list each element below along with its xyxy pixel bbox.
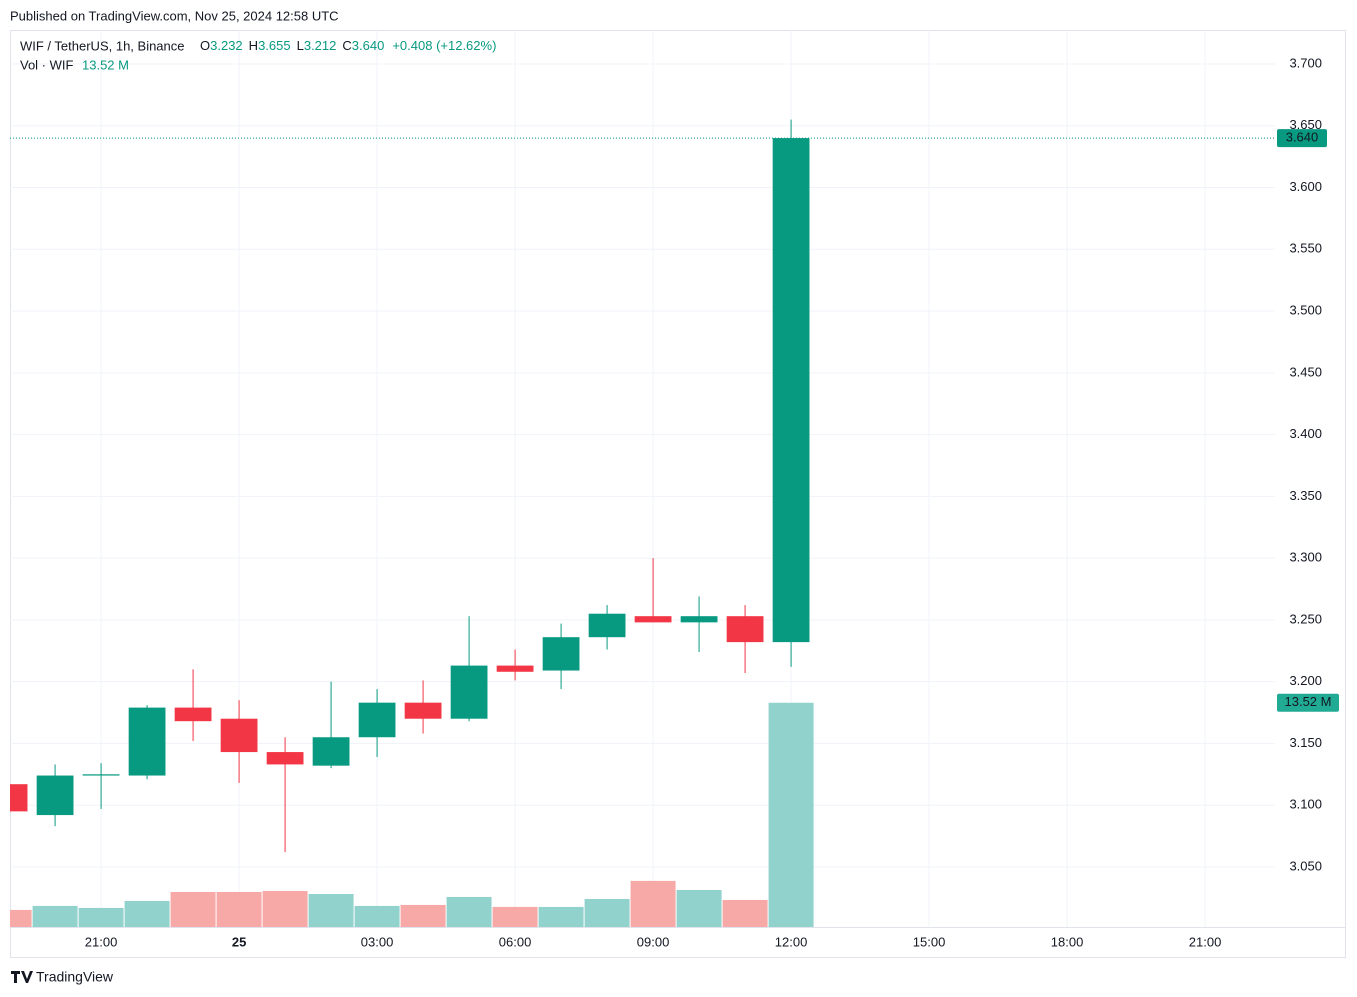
volume-bar: [354, 905, 400, 927]
legend-value: 3.232: [210, 38, 243, 53]
candle-body: [680, 616, 718, 623]
candle-body: [450, 665, 488, 719]
legend-change: +0.408 (+12.62%): [392, 38, 496, 53]
legend-key: C: [342, 38, 351, 53]
volume-bar: [10, 909, 32, 927]
volume-bar: [262, 891, 308, 927]
y-tick-label: 3.350: [1289, 488, 1322, 503]
y-tick-label: 3.700: [1289, 55, 1322, 70]
candle-body: [10, 784, 28, 812]
candle-body: [726, 616, 764, 643]
volume-bar: [400, 904, 446, 927]
candle-body: [772, 138, 810, 643]
y-tick-label: 3.500: [1289, 302, 1322, 317]
volume-bar: [722, 899, 768, 927]
x-tick-label: 12:00: [775, 934, 808, 949]
logo: TradingView: [11, 969, 114, 985]
volume-bar: [32, 905, 78, 927]
x-tick-label: 09:00: [637, 934, 670, 949]
legend-key: O: [200, 38, 210, 53]
candle-body: [266, 752, 304, 765]
volume-bar: [78, 907, 124, 927]
candle-body: [312, 737, 350, 766]
x-tick-label: 25: [232, 934, 246, 949]
volume-title: Vol · WIF: [20, 57, 74, 72]
volume-bar: [308, 893, 354, 927]
y-tick-label: 3.200: [1289, 673, 1322, 688]
published-note: Published on TradingView.com, Nov 25, 20…: [10, 8, 339, 23]
volume-value: 13.52 M: [82, 57, 129, 72]
volume-bar: [584, 898, 630, 927]
candle-body: [542, 637, 580, 671]
x-tick-label: 03:00: [361, 934, 394, 949]
x-tick-label: 06:00: [499, 934, 532, 949]
y-tick-label: 3.050: [1289, 858, 1322, 873]
candle-body: [220, 718, 258, 753]
candle-body: [174, 707, 212, 722]
x-tick-label: 15:00: [913, 934, 946, 949]
y-tick-label: 3.300: [1289, 550, 1322, 565]
candle-body: [634, 616, 672, 623]
chart-frame: [10, 30, 1346, 958]
volume-badge-label: 13.52 M: [1285, 694, 1332, 709]
ohlc-legend: O3.232 H3.655 L3.212 C3.640 +0.408 (+12.62%): [200, 38, 496, 53]
volume-badge: [1277, 693, 1339, 712]
candle-body: [358, 702, 396, 738]
last-price-label: 3.640: [1286, 130, 1319, 145]
volume-bar: [538, 906, 584, 927]
last-price-badge: [1277, 129, 1327, 148]
legend-key: L: [297, 38, 304, 53]
volume-bar: [216, 892, 262, 927]
y-tick-label: 3.250: [1289, 611, 1322, 626]
candle-body: [496, 665, 534, 672]
legend-value: 3.640: [352, 38, 385, 53]
y-tick-label: 3.450: [1289, 364, 1322, 379]
candle-body: [588, 613, 626, 638]
x-tick-label: 21:00: [1189, 934, 1222, 949]
plot: [10, 119, 814, 927]
legend-key: H: [249, 38, 258, 53]
candle-body: [404, 702, 442, 719]
volume-bar: [124, 900, 170, 927]
candle-body: [128, 707, 166, 776]
y-tick-label: 3.150: [1289, 735, 1322, 750]
candle-body: [36, 775, 74, 816]
volume-bar: [446, 896, 492, 927]
chart-title: WIF / TetherUS, 1h, Binance: [20, 38, 185, 53]
x-tick-label: 21:00: [85, 934, 118, 949]
grid: [10, 30, 1275, 927]
y-tick-label: 3.650: [1289, 117, 1322, 132]
candle-body: [82, 774, 120, 776]
y-tick-label: 3.600: [1289, 179, 1322, 194]
volume-bar: [676, 890, 722, 927]
axes: 3.050 3.100 3.150 3.200 3.250 3.300 3.350 3.400…: [10, 55, 1339, 949]
volume-bar: [630, 880, 676, 927]
y-tick-label: 3.550: [1289, 241, 1322, 256]
volume-bar: [492, 906, 538, 927]
volume-bar: [768, 702, 814, 927]
legend-value: 3.655: [258, 38, 291, 53]
legend-value: 3.212: [304, 38, 337, 53]
y-tick-label: 3.400: [1289, 426, 1322, 441]
y-tick-label: 3.100: [1289, 797, 1322, 812]
x-tick-label: 18:00: [1051, 934, 1084, 949]
brand: TradingView: [36, 969, 114, 985]
volume-bar: [170, 892, 216, 927]
